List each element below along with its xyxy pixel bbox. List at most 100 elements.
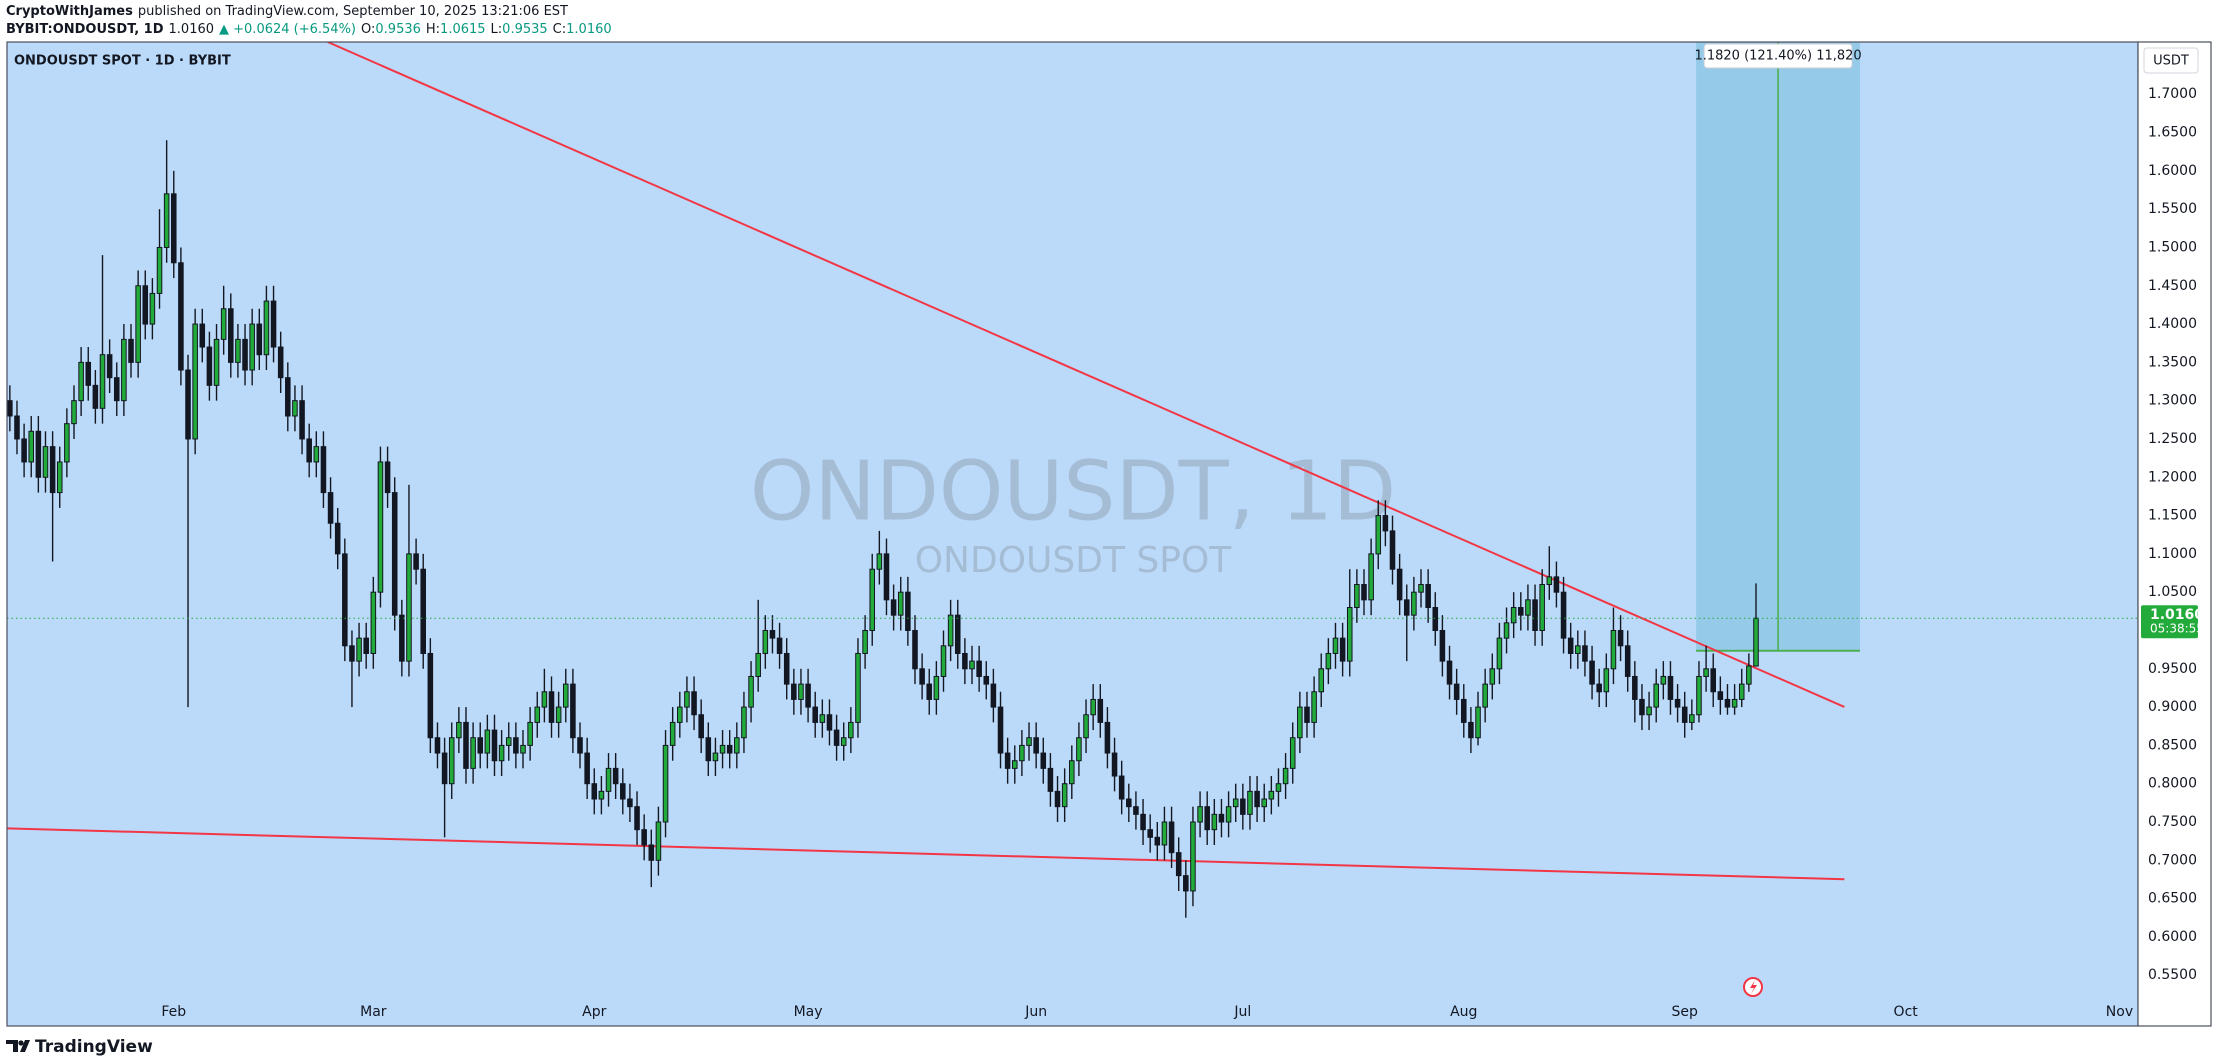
candle-body [192, 323, 198, 440]
candle-body [484, 729, 491, 754]
candle-body [1126, 798, 1132, 808]
candle-body [470, 737, 476, 769]
candle-body [1211, 813, 1218, 831]
candle-body [762, 629, 769, 654]
candle-body [1254, 790, 1260, 808]
candle-body [1047, 767, 1054, 792]
y-tick-label: 1.2500 [2148, 431, 2197, 447]
candle-body [1069, 760, 1075, 785]
candle-body [826, 714, 833, 731]
candle-body [919, 668, 925, 685]
candle-body [947, 614, 954, 647]
candle-body [1026, 737, 1032, 746]
candle-body [1090, 698, 1096, 716]
candle-body [49, 446, 56, 494]
candle-body [990, 683, 997, 708]
candle-body [1389, 530, 1396, 570]
candle-body [719, 744, 726, 754]
candle-body [1396, 568, 1403, 601]
candle-body [1061, 783, 1068, 808]
candle-body [1019, 744, 1025, 762]
candle-body [776, 637, 783, 654]
candle-body [1140, 813, 1146, 831]
candle-body [391, 492, 398, 616]
candle-body [591, 783, 598, 800]
chart-legend: ONDOUSDT SPOT · 1D · BYBIT [14, 54, 231, 69]
candle-body [605, 767, 612, 792]
candle-body [1674, 698, 1681, 708]
ohlc-key: C: [553, 22, 566, 37]
candle-body [456, 721, 462, 739]
candle-body [163, 193, 170, 248]
candle-body [1532, 599, 1538, 631]
candle-body [121, 338, 127, 402]
candle-body [1582, 645, 1588, 662]
candle-body [477, 737, 484, 754]
candle-body [1475, 706, 1481, 739]
candle-body [1425, 584, 1431, 609]
candle-body [1240, 798, 1246, 815]
candle-body [113, 377, 120, 402]
y-tick-label: 1.5500 [2148, 201, 2197, 217]
candle-body [812, 706, 818, 723]
candle-body [106, 354, 113, 379]
x-tick-label: May [794, 1004, 823, 1020]
author: CryptoWithJames [6, 4, 133, 19]
candle-body [1553, 576, 1560, 593]
candle-body [691, 691, 697, 716]
trendline [327, 42, 1845, 708]
candle-body [334, 522, 341, 555]
candle-body [384, 461, 391, 494]
candle-body [997, 706, 1004, 754]
candle-body [1639, 698, 1645, 716]
candle-body [1575, 645, 1581, 654]
candle-body [1403, 599, 1410, 616]
candle-body [313, 446, 320, 463]
y-tick-label: 1.6000 [2148, 163, 2197, 179]
y-tick-label: 1.5000 [2148, 239, 2197, 255]
candle-body [1560, 591, 1567, 639]
header-change: ▲ +0.0624 (+6.54%) [219, 22, 356, 37]
candle-body [14, 415, 20, 440]
candle-body [890, 599, 897, 616]
candle-body [598, 790, 605, 800]
candle-body [1446, 660, 1453, 685]
y-tick-label: 0.6500 [2148, 891, 2197, 907]
candle-body [420, 568, 427, 654]
candle-body [441, 752, 448, 785]
currency-button[interactable] [2143, 47, 2199, 74]
candle-body [277, 346, 284, 379]
candle-body [1468, 721, 1474, 739]
candle-body [427, 652, 434, 739]
candle-body [1382, 515, 1389, 532]
candle-body [1190, 821, 1196, 892]
y-tick-label: 1.1500 [2148, 508, 2197, 524]
candle-body [855, 652, 861, 723]
candle-body [1040, 752, 1047, 769]
candle-body [299, 400, 305, 440]
published: published on TradingView.com, September … [138, 4, 568, 19]
candle-body [306, 438, 312, 463]
candle-body [819, 714, 826, 723]
candle-body [185, 369, 191, 440]
y-tick-label: 1.6500 [2148, 125, 2197, 141]
candle-body [406, 553, 412, 662]
candle-body [1346, 607, 1353, 662]
candle-body [726, 744, 733, 754]
candle-body [612, 767, 619, 785]
y-tick-label: 1.3000 [2148, 393, 2197, 409]
candle-body [370, 591, 377, 654]
candle-body [1011, 760, 1018, 769]
candle-body [534, 706, 541, 723]
candle-body [1318, 668, 1325, 693]
candle-body [1147, 829, 1153, 838]
candle-body [1004, 752, 1011, 769]
candle-body [805, 683, 811, 708]
currency-button-label[interactable]: USDT [2153, 54, 2189, 69]
candle-body [1104, 721, 1111, 754]
x-tick-label: Mar [360, 1004, 387, 1020]
y-tick-label: 0.8000 [2148, 776, 2197, 792]
candle-body [256, 323, 263, 356]
candle-body [142, 285, 149, 325]
candle-body [976, 660, 982, 677]
